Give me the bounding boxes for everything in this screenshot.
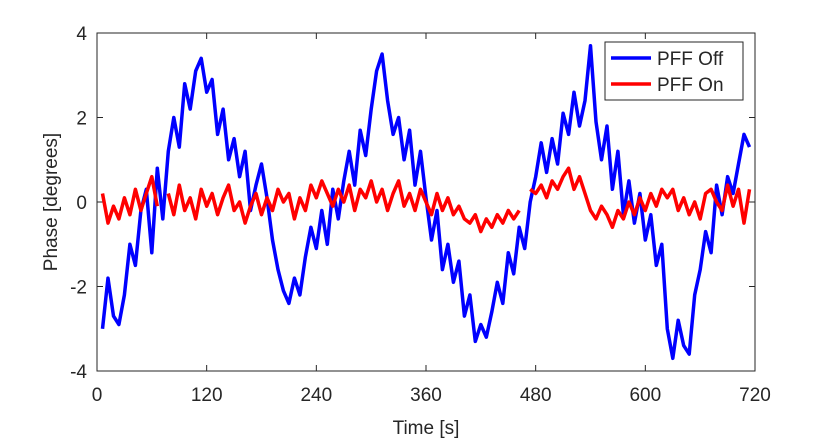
x-tick-label: 120 (191, 385, 223, 406)
y-tick-label: -2 (70, 278, 87, 299)
legend-label: PFF On (657, 75, 724, 96)
y-tick-label: -4 (70, 362, 87, 383)
x-tick-label: 0 (92, 385, 103, 406)
x-tick-label: 360 (410, 385, 442, 406)
data-line (100, 166, 752, 234)
y-tick-label: 4 (76, 24, 87, 45)
y-tick-label: 2 (76, 109, 87, 130)
legend-label: PFF Off (657, 49, 724, 70)
y-tick-label: 0 (76, 193, 87, 214)
x-tick-label: 480 (520, 385, 552, 406)
x-tick-label: 720 (739, 385, 771, 406)
y-axis-label: Phase [degrees] (41, 133, 62, 271)
x-axis-label: Time [s] (393, 418, 460, 439)
legend-box (604, 41, 744, 101)
x-tick-label: 240 (300, 385, 332, 406)
x-tick-label: 600 (629, 385, 661, 406)
